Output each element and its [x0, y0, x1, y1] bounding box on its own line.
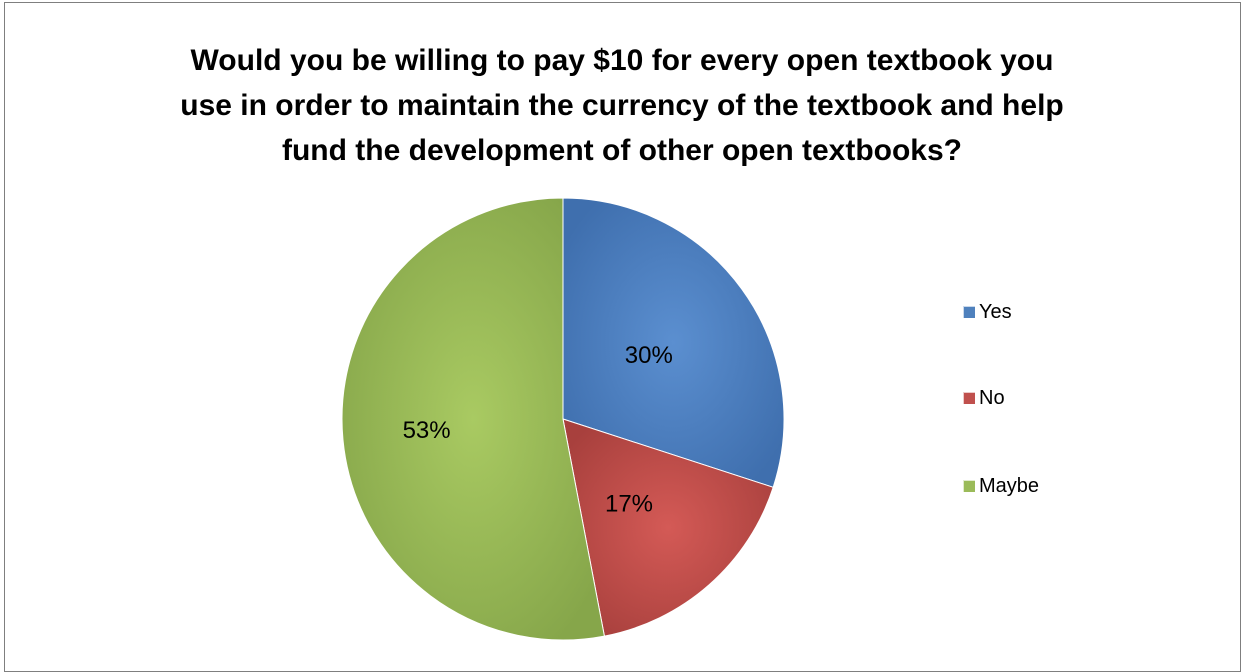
chart-title: Would you be willing to pay $10 for ever… [120, 38, 1124, 173]
legend-swatch-yes [963, 306, 975, 318]
pie-slice-no [562, 418, 774, 637]
data-label-maybe: 53% [403, 417, 451, 444]
legend-label-yes: Yes [979, 300, 1012, 323]
chart-title-line-2: use in order to maintain the currency of… [180, 89, 1064, 122]
pie-slice-maybe [341, 197, 605, 641]
legend-item-yes: Yes [963, 300, 1012, 324]
chart-title-line-3: fund the development of other open textb… [281, 134, 962, 167]
chart-title-line-1: Would you be willing to pay $10 for ever… [190, 44, 1054, 77]
legend-label-no: No [979, 386, 1005, 409]
legend-item-maybe: Maybe [963, 474, 1039, 498]
legend-swatch-maybe [963, 480, 975, 492]
legend-swatch-no [963, 392, 975, 404]
pie-slice-yes [562, 197, 785, 488]
legend-item-no: No [963, 386, 1005, 410]
legend-label-maybe: Maybe [979, 474, 1040, 497]
data-label-no: 17% [605, 491, 653, 518]
data-label-yes: 30% [625, 342, 673, 369]
